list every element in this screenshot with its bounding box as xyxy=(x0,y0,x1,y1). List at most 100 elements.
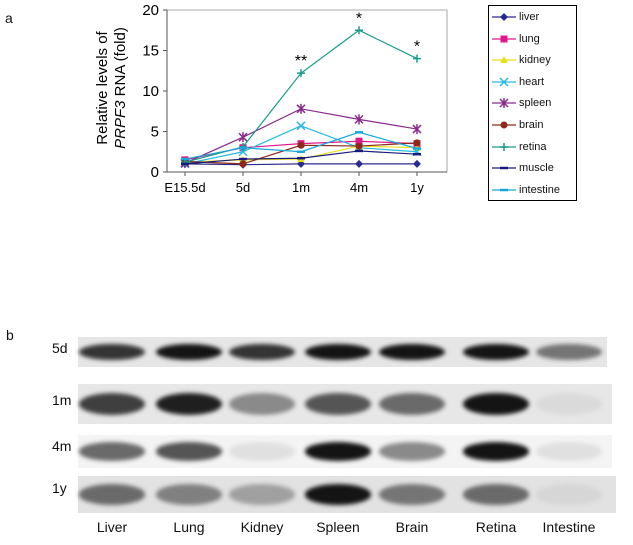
y-tick-label: 20 xyxy=(142,2,159,19)
legend-item-brain: brain xyxy=(489,117,578,135)
y-tick-label: 5 xyxy=(151,124,159,141)
blot-band xyxy=(463,484,529,505)
blot-band xyxy=(79,343,145,361)
data-point-heart xyxy=(238,147,248,157)
legend-item-kidney: kidney xyxy=(489,52,578,70)
legend-marker xyxy=(500,13,508,21)
legend-label: liver xyxy=(519,11,540,23)
blot-band xyxy=(536,343,602,361)
legend-item-liver: liver xyxy=(489,9,578,27)
significance-marker: ** xyxy=(295,53,307,70)
blot-column-label: Brain xyxy=(395,519,429,535)
blot-column-label: Spleen xyxy=(316,519,360,535)
series-intestine xyxy=(181,131,421,161)
legend-item-intestine: intestine xyxy=(489,182,578,200)
blot-band xyxy=(229,393,295,415)
legend-swatch xyxy=(492,13,516,21)
line-chart: Relative levels of PRPF3 RNA (fold) 0 5 10… xyxy=(94,2,448,195)
data-point-spleen xyxy=(412,124,422,135)
blot-column-label: Kidney xyxy=(240,519,284,535)
blot-row-label: 1y xyxy=(52,480,67,496)
blot-band xyxy=(305,343,371,361)
data-point-spleen xyxy=(238,132,248,143)
y-axis-label-line1: Relative levels of xyxy=(94,30,111,144)
blot-band xyxy=(536,442,602,461)
series-spleen xyxy=(180,103,422,169)
legend-label: kidney xyxy=(519,54,551,67)
x-tick-label: 4m xyxy=(350,180,368,195)
blot-band xyxy=(305,484,371,505)
legend-item-retina: retina xyxy=(489,139,578,157)
legend-marker xyxy=(500,56,508,64)
y-tick-label: 0 xyxy=(151,164,159,181)
blot-row-label: 1m xyxy=(52,392,72,408)
legend-label: brain xyxy=(519,119,544,131)
data-point-lung xyxy=(355,137,363,145)
significance-marker: * xyxy=(356,10,362,27)
significance-marker: * xyxy=(414,39,420,56)
legend-label: spleen xyxy=(519,97,552,110)
data-point-liver xyxy=(413,159,421,168)
blot-band xyxy=(79,484,145,505)
blot-band xyxy=(305,442,371,461)
y-axis-label-gene: PRPF3 xyxy=(112,100,129,149)
blot-band xyxy=(379,442,445,461)
y-axis-label: Relative levels of PRPF3 RNA (fold) xyxy=(94,27,129,149)
legend-swatch xyxy=(492,77,516,87)
legend-label: lung xyxy=(519,32,540,45)
blot-band xyxy=(229,484,295,505)
panel-label-b: b xyxy=(6,327,14,343)
legend-label: retina xyxy=(519,140,547,153)
blot-band xyxy=(229,442,295,461)
western-blot: 5d 1m 4m 1y Liver Lung Kidney Spleen Brain Retin… xyxy=(0,320,633,545)
series-muscle xyxy=(181,149,421,166)
legend-marker xyxy=(500,35,508,43)
y-axis-label-unit: RNA (fold) xyxy=(112,27,129,100)
blot-strip-1m xyxy=(78,384,612,424)
legend-swatch xyxy=(492,121,516,129)
legend-item-lung: lung xyxy=(489,31,578,49)
data-point-spleen xyxy=(296,103,306,114)
legend-swatch xyxy=(492,98,516,109)
blot-band xyxy=(463,393,529,415)
x-tick-label: 1m xyxy=(292,180,310,195)
blot-band xyxy=(379,393,445,415)
data-point-brain xyxy=(297,141,305,149)
y-tick-label: 10 xyxy=(142,83,159,100)
blot-strip-5d xyxy=(78,337,607,367)
blot-column-label: Lung xyxy=(173,519,205,535)
blot-band xyxy=(463,442,529,461)
data-point-brain xyxy=(355,142,363,150)
legend-label: heart xyxy=(519,75,545,88)
blot-band xyxy=(305,393,371,415)
legend-swatch xyxy=(492,188,516,192)
blot-column-label: Retina xyxy=(475,519,517,535)
legend-marker xyxy=(499,98,509,109)
y-axis-label-line2: PRPF3 RNA (fold) xyxy=(112,27,129,149)
legend-item-spleen: spleen xyxy=(489,95,578,113)
legend-label: muscle xyxy=(519,162,554,175)
blot-band xyxy=(156,484,222,505)
x-tick-label: 1y xyxy=(410,180,424,195)
data-point-spleen xyxy=(354,114,364,125)
legend-swatch xyxy=(492,35,516,43)
series-line-spleen xyxy=(184,108,418,164)
blot-row-label: 5d xyxy=(52,340,68,356)
blot-band xyxy=(379,484,445,505)
legend-item-heart: heart xyxy=(489,74,578,92)
blot-band xyxy=(156,343,222,361)
blot-band xyxy=(156,393,222,415)
blot-column-label: Intestine xyxy=(542,519,596,535)
legend-swatch xyxy=(492,56,516,64)
blot-row-label: 4m xyxy=(52,438,72,454)
blot-band xyxy=(79,442,145,461)
data-point-retina xyxy=(297,69,305,78)
legend-marker xyxy=(499,77,509,87)
data-point-retina xyxy=(355,26,363,35)
legend-marker xyxy=(500,121,508,129)
blot-band xyxy=(379,343,445,361)
legend-swatch xyxy=(492,142,516,151)
blot-band xyxy=(229,343,295,361)
blot-strip-4m xyxy=(78,435,612,468)
